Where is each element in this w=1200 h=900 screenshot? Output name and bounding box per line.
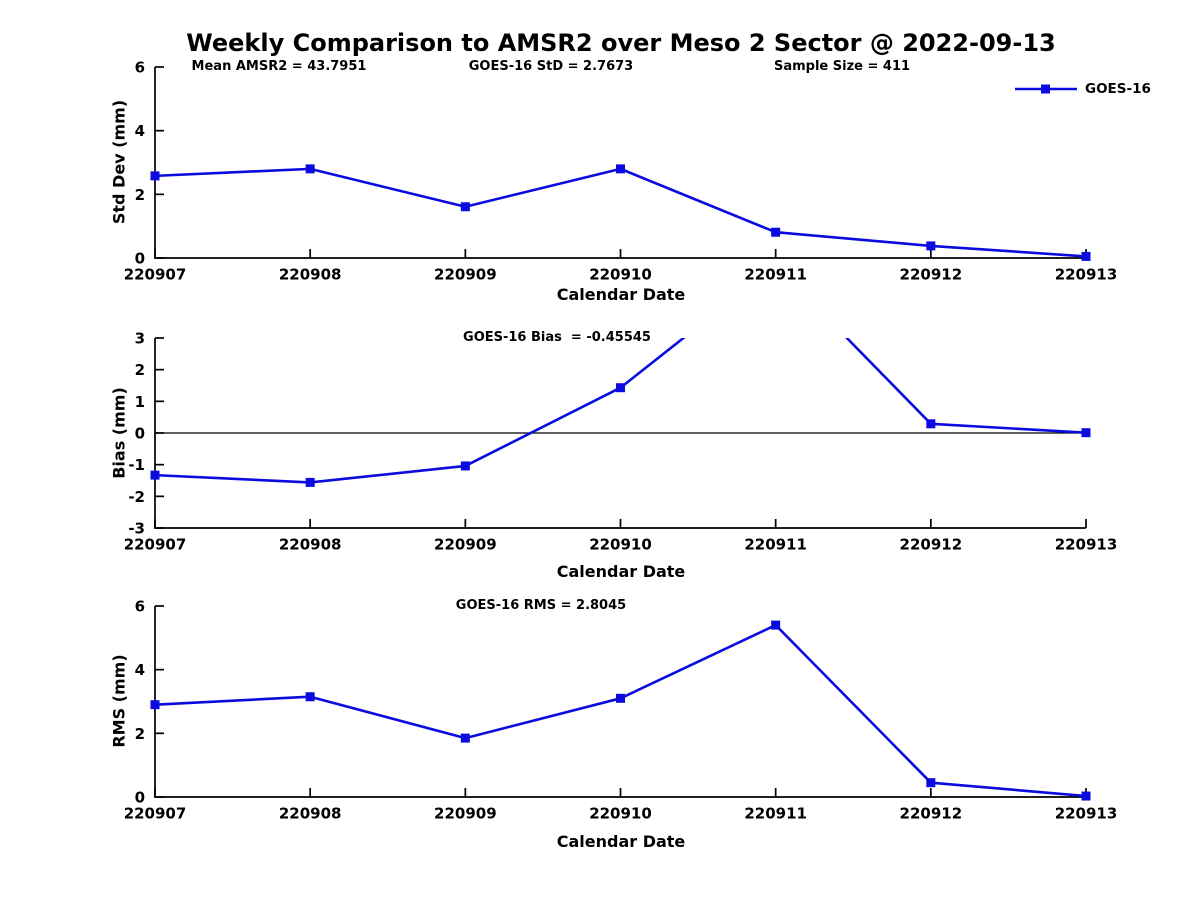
y-tick-label: 0 <box>135 425 145 443</box>
x-tick-label: 220908 <box>279 266 342 284</box>
x-axis-label-bottom: Calendar Date <box>556 832 686 851</box>
y-tick-label: 4 <box>135 122 145 140</box>
annotation-sample-size: Sample Size = 411 <box>773 59 911 74</box>
x-tick-label: 220907 <box>124 805 187 823</box>
x-tick-label: 220912 <box>900 536 963 554</box>
y-tick-label: 2 <box>135 186 145 204</box>
data-point-marker <box>1081 428 1091 438</box>
x-tick-label: 220909 <box>434 266 497 284</box>
annotation-goes16-rms: GOES-16 RMS = 2.8045 <box>455 598 627 613</box>
data-point-marker <box>926 241 936 251</box>
legend-label: GOES-16 <box>1085 80 1151 97</box>
x-axis-label-top: Calendar Date <box>556 285 686 304</box>
plot-rms: 0 2 4 6 220907 220908 220909 220910 220911 220912… <box>124 598 1118 823</box>
x-tick-label: 220910 <box>589 266 652 284</box>
y-tick-label: 0 <box>135 250 145 268</box>
y-tick-label: -3 <box>128 520 145 538</box>
x-tick-label: 220911 <box>744 266 807 284</box>
x-tick-label: 220913 <box>1055 266 1118 284</box>
y-tick-label: 1 <box>135 393 145 411</box>
legend: GOES-16 <box>1013 80 1151 97</box>
data-point-marker <box>926 419 936 429</box>
x-tick-label: 220911 <box>744 536 807 554</box>
y-tick-label: -1 <box>128 456 145 474</box>
data-point-marker <box>1081 791 1091 801</box>
y-tick-label: 6 <box>135 598 145 616</box>
y-tick-label: 4 <box>135 661 145 679</box>
data-point-marker <box>926 778 936 788</box>
data-point-marker <box>460 461 470 471</box>
x-tick-label: 220909 <box>434 536 497 554</box>
x-tick-label: 220907 <box>124 266 187 284</box>
y-tick-label: 3 <box>135 330 145 348</box>
x-tick-label: 220913 <box>1055 536 1118 554</box>
y-tick-label: -2 <box>128 488 145 506</box>
series-line <box>154 623 1087 798</box>
chart-title: Weekly Comparison to AMSR2 over Meso 2 S… <box>186 29 1056 57</box>
plot-std-dev: 0 2 4 6 220907 220908 220909 220910 220911 220912… <box>124 59 1118 284</box>
series-line <box>154 167 1087 258</box>
data-point-marker <box>305 164 315 174</box>
data-point-marker <box>460 733 470 743</box>
y-tick-label: 0 <box>135 789 145 807</box>
x-tick-label: 220909 <box>434 805 497 823</box>
data-point-marker <box>616 693 625 703</box>
y-tick-label: 2 <box>135 361 145 379</box>
x-tick-label: 220913 <box>1055 805 1118 823</box>
x-tick-label: 220908 <box>279 805 342 823</box>
x-axis-label-middle: Calendar Date <box>556 562 686 581</box>
data-point-marker <box>150 470 160 480</box>
y-tick-label: 6 <box>135 59 145 77</box>
axis-border <box>154 67 1086 259</box>
y-tick-label: 2 <box>135 725 145 743</box>
x-tick-label: 220910 <box>589 805 652 823</box>
data-point-marker <box>150 700 160 710</box>
annotation-mean-amsr2: Mean AMSR2 = 43.7951 <box>191 59 367 74</box>
x-tick-label: 220908 <box>279 536 342 554</box>
series-line <box>154 338 1087 484</box>
x-tick-label: 220911 <box>744 805 807 823</box>
x-tick-label: 220912 <box>900 805 963 823</box>
data-point-marker <box>460 202 470 212</box>
x-tick-label: 220910 <box>589 536 652 554</box>
data-point-marker <box>305 477 315 487</box>
data-point-marker <box>771 620 781 630</box>
data-point-marker <box>150 171 160 181</box>
data-point-marker <box>616 164 625 174</box>
data-point-marker <box>616 383 625 393</box>
x-tick-label: 220907 <box>124 536 187 554</box>
data-point-marker <box>305 692 315 702</box>
plot-bias: -3 -2 -1 0 1 2 3 220907 220908 220909 220910 220911… <box>124 330 1118 554</box>
legend-line-marker-icon <box>1015 84 1077 93</box>
annotation-goes16-std: GOES-16 StD = 2.7673 <box>468 59 634 74</box>
data-point-marker <box>771 227 781 237</box>
x-tick-label: 220912 <box>900 266 963 284</box>
annotation-goes16-bias: GOES-16 Bias = -0.45545 <box>463 330 651 345</box>
data-point-marker <box>1081 251 1091 261</box>
